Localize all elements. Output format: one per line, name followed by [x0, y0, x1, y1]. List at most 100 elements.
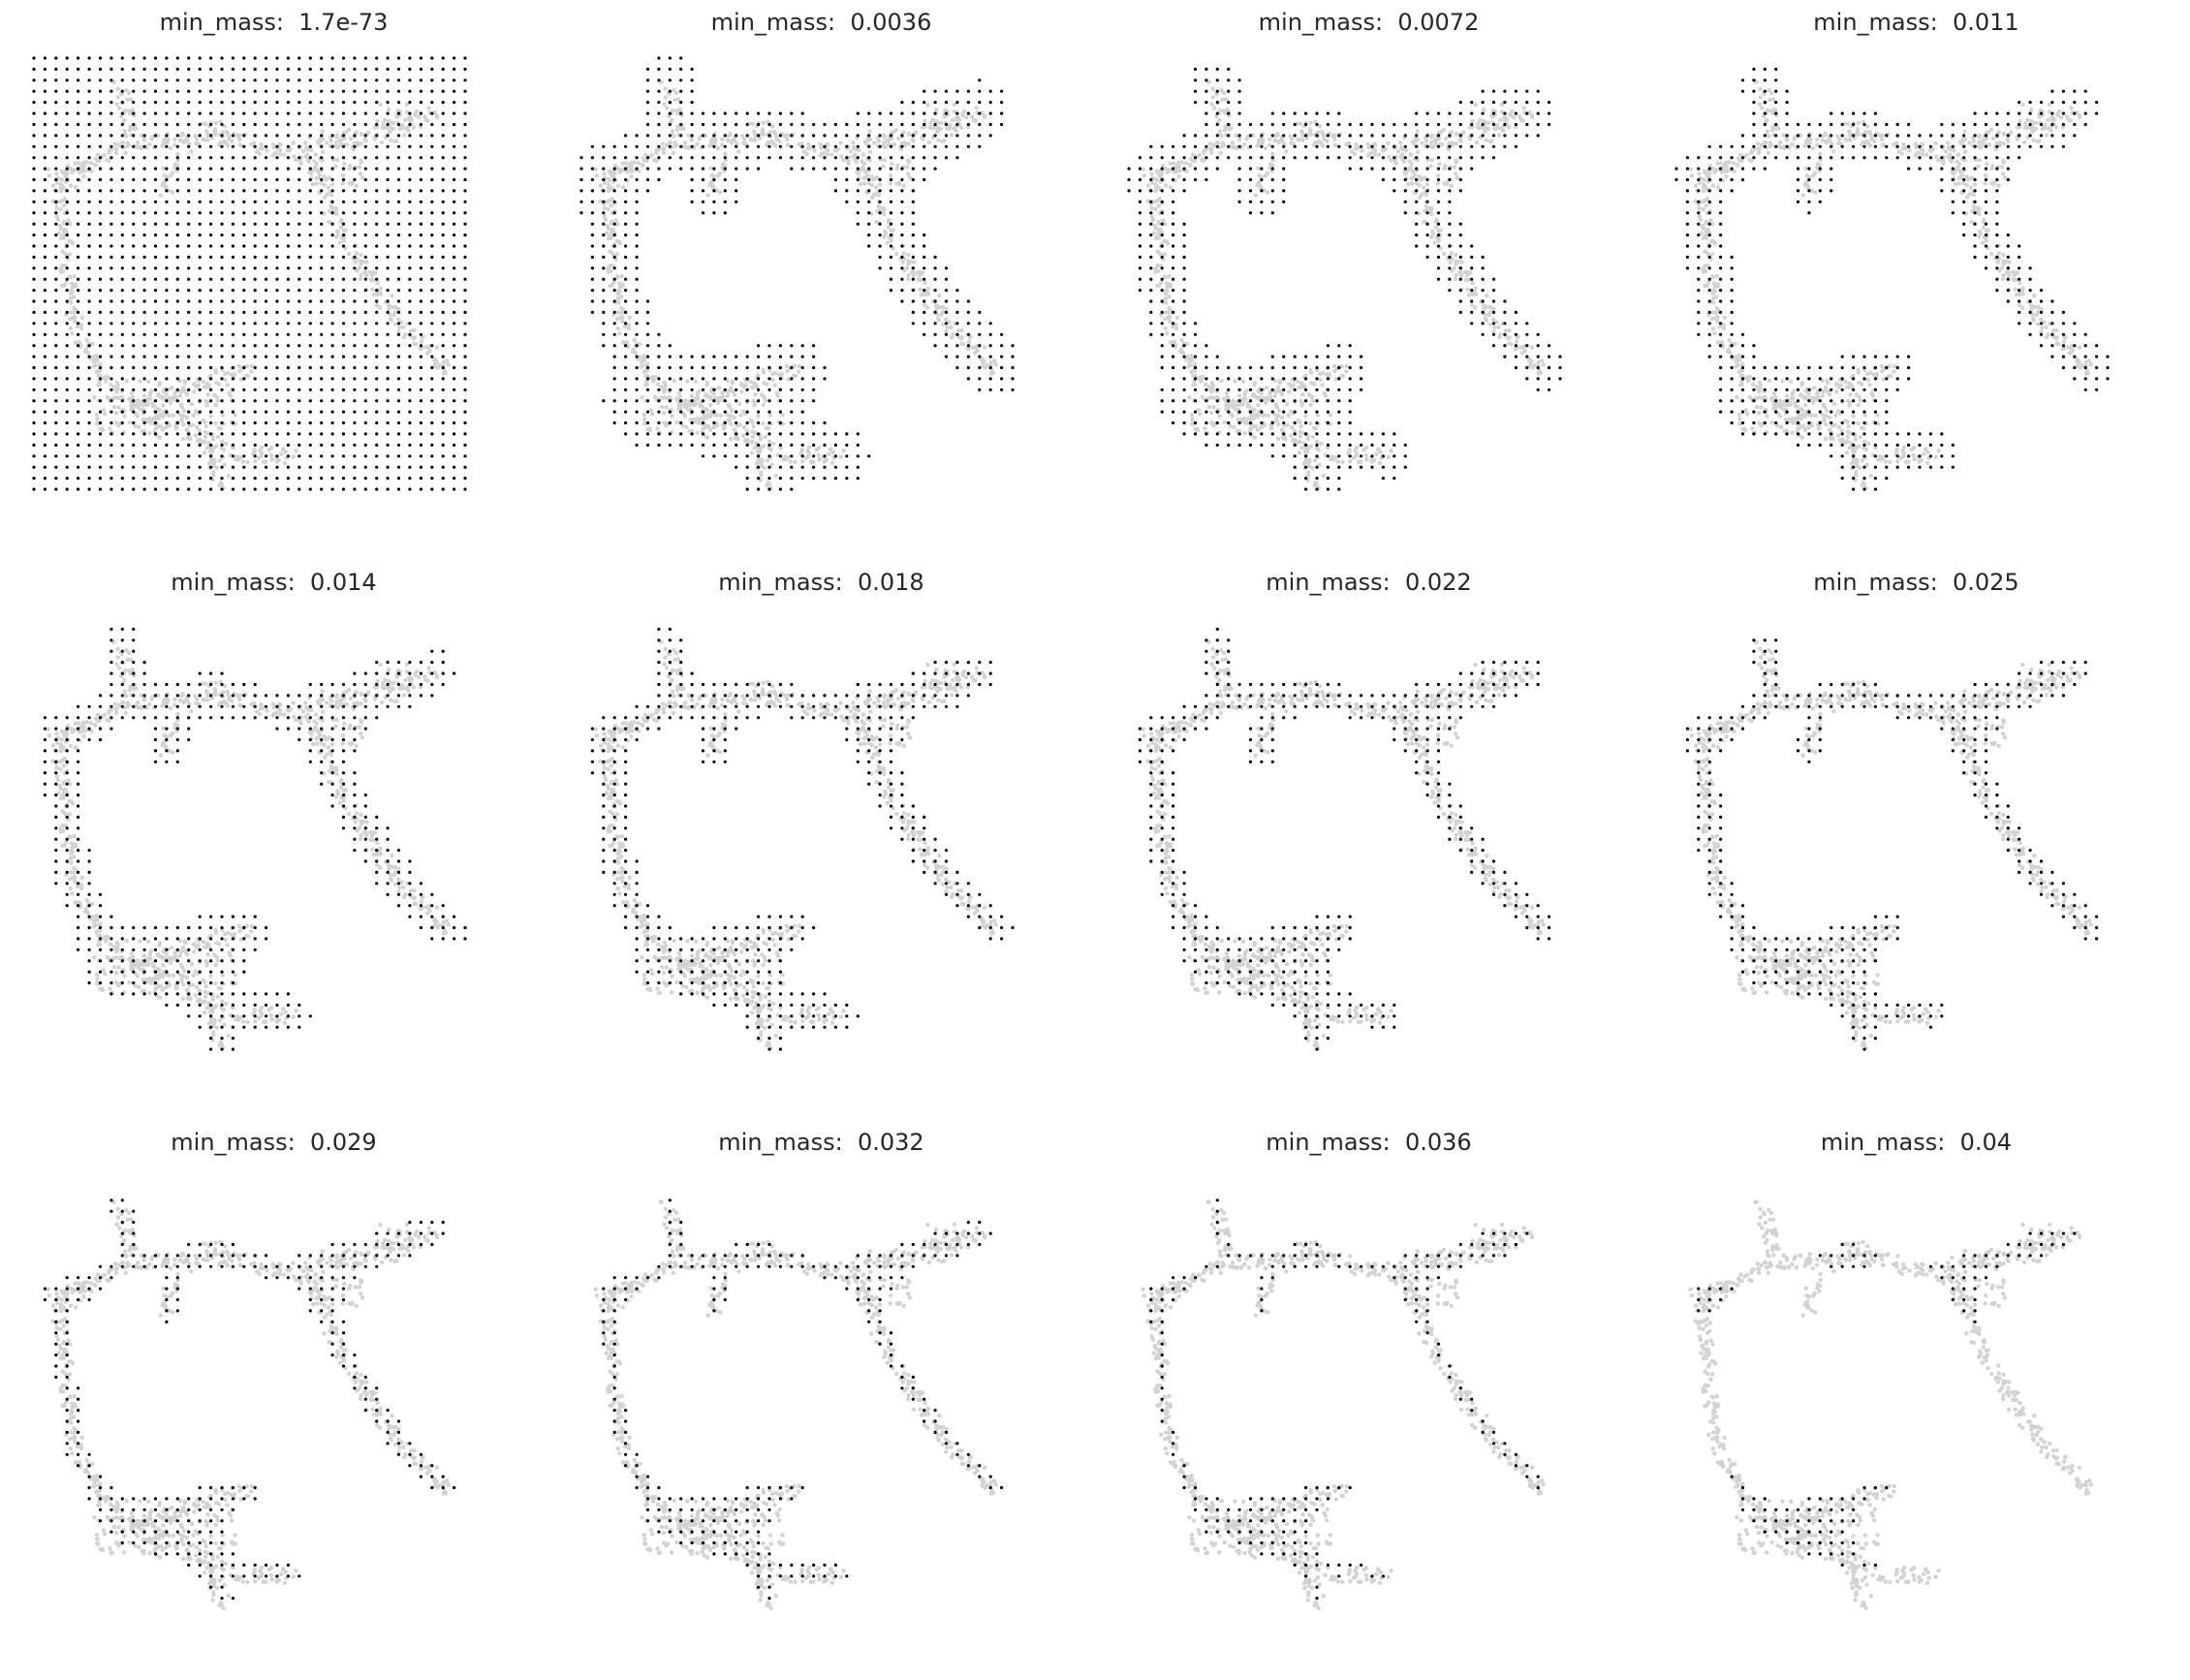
grid-point	[286, 167, 290, 171]
cell-point	[900, 131, 905, 136]
grid-point	[867, 144, 871, 148]
cell-point	[732, 391, 737, 397]
grid-point	[43, 355, 47, 358]
grid-point	[275, 101, 279, 105]
cell-point	[971, 345, 976, 350]
grid-point	[308, 299, 312, 303]
cell-point	[1305, 437, 1310, 442]
cell-point	[124, 87, 129, 93]
cell-point	[58, 189, 63, 194]
grid-point	[955, 322, 959, 326]
cell-point	[659, 79, 664, 84]
grid-point	[701, 156, 705, 160]
grid-point	[43, 454, 47, 458]
grid-point	[87, 167, 91, 171]
grid-point	[275, 399, 279, 403]
cell-point	[72, 315, 78, 320]
grid-point	[911, 289, 915, 293]
cell-point	[1165, 331, 1170, 336]
grid-point	[65, 322, 69, 326]
grid-point	[220, 399, 224, 403]
cell-point	[1202, 148, 1207, 153]
cell-point	[1372, 152, 1378, 157]
grid-point	[341, 222, 346, 226]
grid-point	[408, 156, 412, 160]
cell-point	[906, 272, 911, 278]
grid-point	[286, 289, 290, 293]
grid-point	[308, 266, 312, 270]
cell-point	[84, 337, 89, 343]
cell-point	[235, 454, 240, 459]
grid-point	[132, 244, 136, 248]
grid-point	[308, 277, 312, 281]
cell-point	[616, 300, 621, 305]
cell-point	[785, 133, 790, 138]
grid-point	[933, 156, 937, 160]
grid-point	[353, 277, 357, 281]
grid-point	[419, 277, 422, 281]
cell-point	[249, 363, 254, 369]
grid-point	[657, 67, 661, 71]
cell-point	[278, 142, 283, 147]
grid-point	[463, 344, 467, 348]
cell-point	[184, 391, 190, 397]
cell-point	[868, 149, 873, 154]
grid-point	[198, 89, 202, 93]
cell-point	[227, 390, 232, 395]
grid-point	[43, 477, 47, 481]
grid-point	[54, 101, 58, 105]
cell-point	[405, 321, 410, 327]
cell-point	[613, 218, 618, 223]
grid-point	[657, 355, 661, 358]
grid-point	[253, 289, 257, 293]
grid-point	[867, 134, 871, 138]
grid-point	[441, 101, 445, 105]
grid-point	[242, 111, 246, 115]
cell-point	[881, 164, 886, 169]
grid-point	[175, 388, 179, 391]
grid-point	[275, 244, 279, 248]
grid-point	[98, 277, 103, 281]
cell-point	[1158, 264, 1163, 268]
grid-point	[396, 377, 401, 381]
grid-point	[231, 322, 235, 326]
grid-point	[65, 78, 69, 82]
grid-point	[441, 388, 445, 391]
grid-point	[856, 222, 860, 226]
grid-point	[353, 420, 357, 425]
cell-point	[96, 152, 101, 157]
grid-point	[624, 222, 628, 226]
grid-point	[98, 289, 103, 293]
cell-point	[664, 423, 669, 428]
grid-point	[723, 144, 727, 148]
grid-point	[242, 465, 246, 469]
grid-point	[209, 355, 213, 358]
grid-point	[363, 200, 367, 203]
cell-point	[923, 292, 927, 297]
grid-point	[341, 432, 346, 436]
grid-point	[386, 299, 390, 303]
grid-point	[463, 101, 467, 105]
grid-point	[253, 377, 257, 381]
grid-point	[923, 289, 926, 293]
grid-point	[198, 167, 202, 171]
cell-point	[728, 132, 733, 138]
grid-point	[330, 344, 334, 348]
cell-point	[767, 413, 772, 418]
grid-point	[330, 255, 334, 259]
grid-point	[386, 454, 390, 458]
grid-point	[845, 200, 849, 203]
cell-point	[912, 273, 917, 278]
grid-point	[800, 167, 804, 171]
grid-point	[209, 122, 213, 127]
grid-point	[308, 443, 312, 447]
grid-point	[889, 200, 893, 203]
cell-point	[667, 114, 672, 119]
grid-point	[679, 399, 683, 403]
grid-point	[231, 200, 235, 203]
cell-point	[720, 142, 725, 147]
grid-point	[165, 365, 169, 370]
cell-point	[219, 439, 225, 444]
grid-point	[242, 134, 246, 138]
grid-point	[757, 465, 761, 469]
